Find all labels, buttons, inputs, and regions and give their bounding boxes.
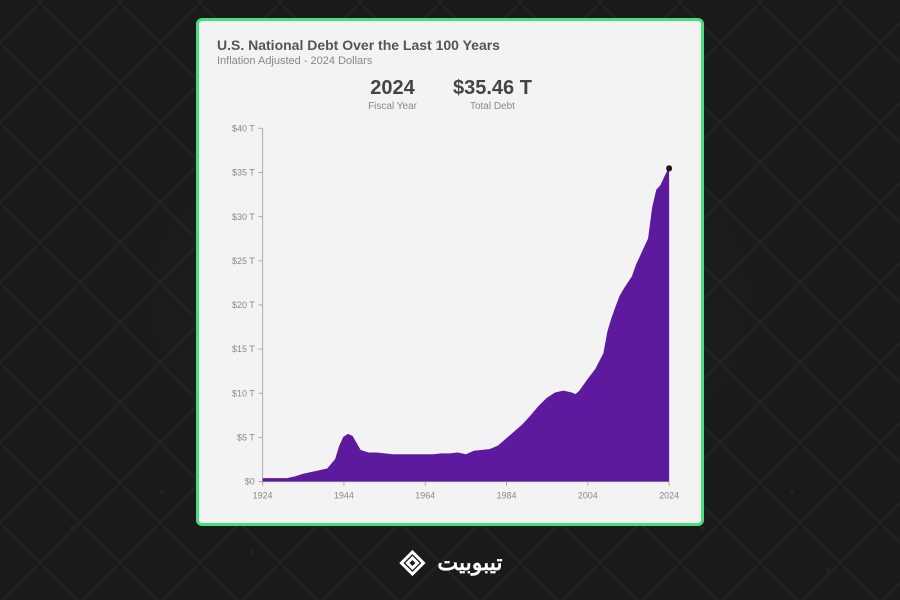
svg-text:1944: 1944: [334, 490, 354, 500]
stat-total-debt: $35.46 T Total Debt: [453, 77, 532, 112]
svg-text:$0: $0: [245, 476, 255, 486]
footer-logo: تيبوبيت: [397, 548, 502, 578]
svg-text:$35 T: $35 T: [232, 167, 255, 177]
svg-text:$5 T: $5 T: [237, 432, 255, 442]
area-chart: $0 $5 T $10 T $15 T $20 T $25 T $30 T $35 T $40 …: [217, 122, 683, 511]
svg-text:1924: 1924: [253, 490, 273, 500]
stat-year-label: Fiscal Year: [368, 101, 417, 112]
stats-row: 2024 Fiscal Year $35.46 T Total Debt: [217, 77, 683, 112]
svg-text:$40 T: $40 T: [232, 123, 255, 133]
stat-year-value: 2024: [368, 77, 417, 100]
svg-text:$15 T: $15 T: [232, 344, 255, 354]
svg-text:$10 T: $10 T: [232, 388, 255, 398]
svg-text:1984: 1984: [497, 490, 517, 500]
chart-card: U.S. National Debt Over the Last 100 Yea…: [199, 21, 701, 523]
logo-mark-icon: [397, 548, 427, 578]
chart-svg: $0 $5 T $10 T $15 T $20 T $25 T $30 T $35 T $40 …: [217, 122, 683, 511]
stat-debt-label: Total Debt: [453, 101, 532, 112]
logo-text: تيبوبيت: [437, 550, 502, 576]
stat-fiscal-year: 2024 Fiscal Year: [368, 77, 417, 112]
svg-text:1964: 1964: [415, 490, 435, 500]
svg-text:2004: 2004: [578, 490, 598, 500]
stat-debt-value: $35.46 T: [453, 77, 532, 100]
svg-text:2024: 2024: [659, 490, 679, 500]
svg-text:$25 T: $25 T: [232, 256, 255, 266]
chart-subtitle: Inflation Adjusted - 2024 Dollars: [217, 55, 683, 67]
svg-text:$20 T: $20 T: [232, 300, 255, 310]
chart-title: U.S. National Debt Over the Last 100 Yea…: [217, 37, 683, 53]
chart-frame: U.S. National Debt Over the Last 100 Yea…: [196, 18, 704, 526]
svg-text:$30 T: $30 T: [232, 212, 255, 222]
